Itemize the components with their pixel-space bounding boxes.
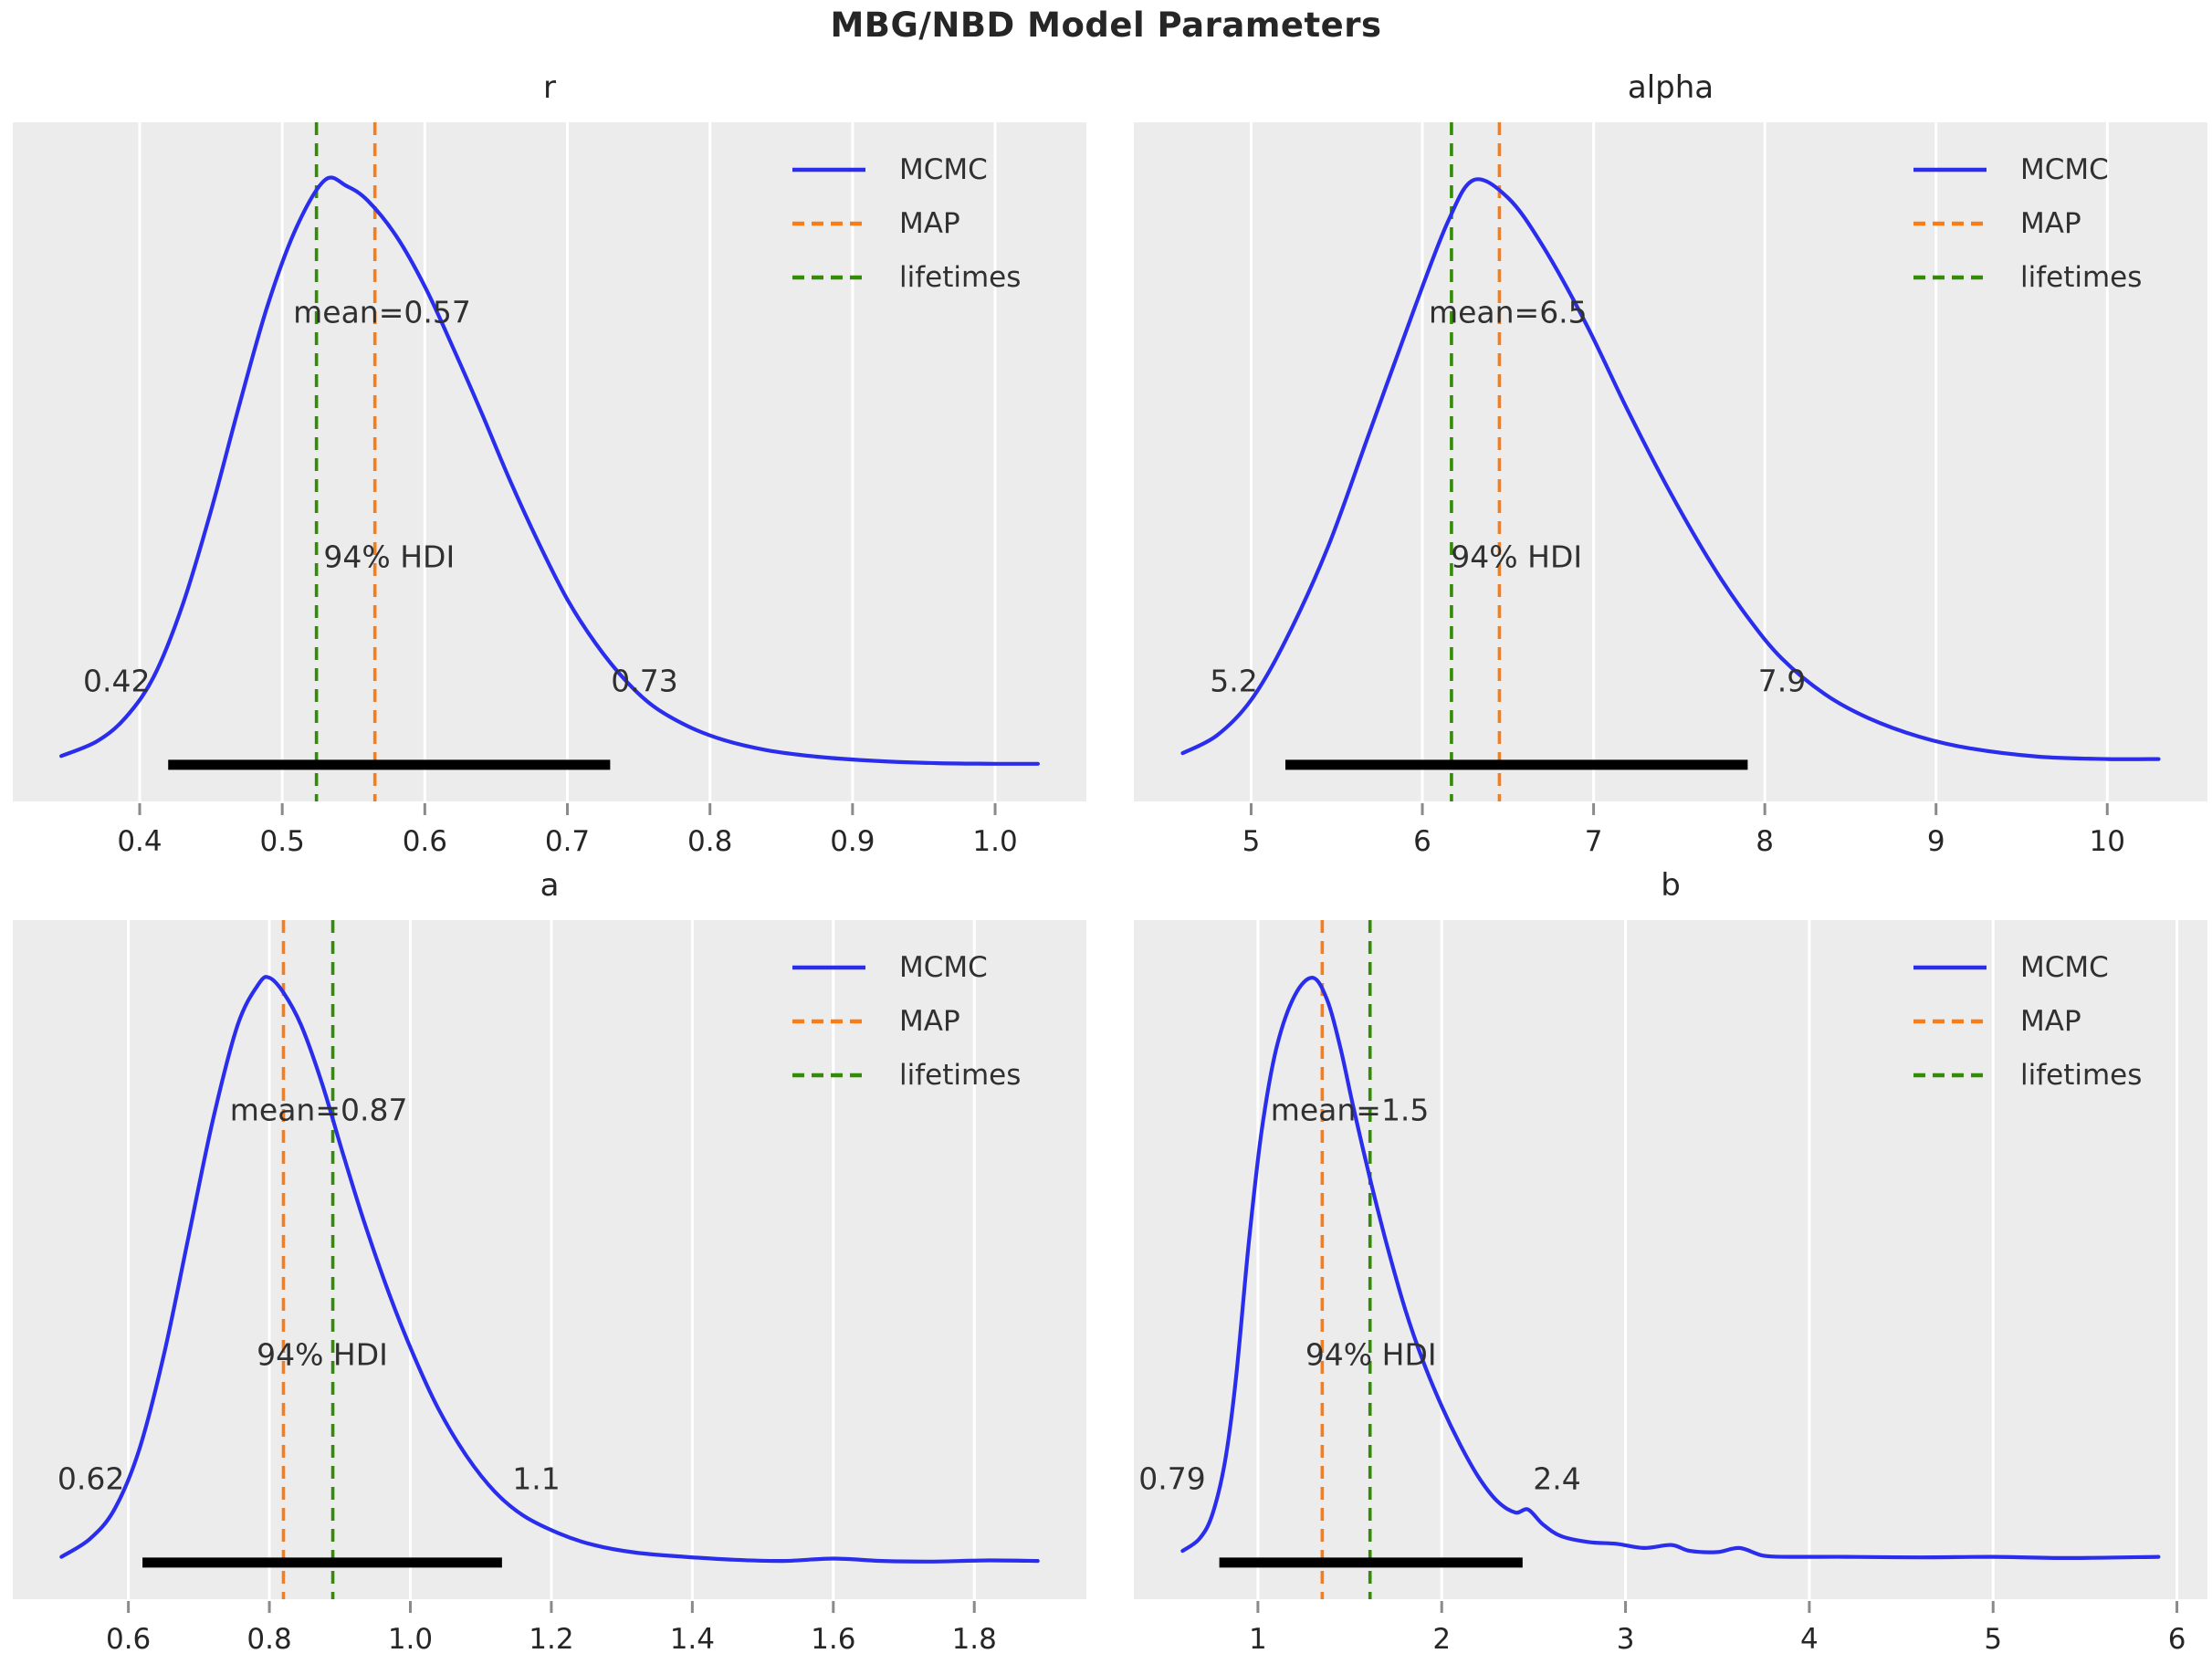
legend: MCMC MAP lifetimes: [792, 951, 1021, 1092]
x-tick-label: 1.0: [972, 825, 1017, 858]
legend-mcmc-label: MCMC: [2020, 951, 2109, 984]
legend-lifetimes-label: lifetimes: [2020, 1059, 2142, 1092]
x-tick-label: 0.4: [117, 825, 162, 858]
x-tick-label: 10: [2090, 825, 2125, 858]
x-tick-label: 0.6: [403, 825, 447, 858]
mean-annotation: mean=6.5: [1429, 294, 1588, 330]
legend-mcmc-label: MCMC: [899, 153, 988, 186]
x-tick-label: 9: [1927, 825, 1945, 858]
x-tick-label: 6: [1413, 825, 1431, 858]
x-tick-label: 4: [1800, 1623, 1819, 1656]
x-tick-label: 1.8: [952, 1623, 997, 1656]
legend-map-label: MAP: [899, 1005, 960, 1038]
mean-annotation: mean=0.87: [230, 1092, 408, 1127]
plot-area: [13, 920, 1086, 1599]
hdi-lower-value: 0.79: [1138, 1460, 1205, 1496]
x-tick-label: 0.8: [687, 825, 732, 858]
legend-map-label: MAP: [2020, 207, 2081, 240]
figure-title: MBG/NBD Model Parameters: [830, 5, 1382, 45]
x-tick-label: 5: [1984, 1623, 2002, 1656]
hdi-label: 94% HDI: [323, 539, 455, 574]
legend-lifetimes-label: lifetimes: [899, 1059, 1021, 1092]
kde-curve: [1180, 976, 2161, 1560]
hdi-label: 94% HDI: [1305, 1336, 1437, 1372]
legend-lifetimes-label: lifetimes: [899, 261, 1021, 294]
hdi-lower-value: 0.42: [83, 663, 150, 698]
subplot-r: 0.4 0.5 0.6 0.7 0.8 0.9 1.0 r mean=0.57 94% HDI 0.…: [13, 69, 1086, 858]
plot-area: [1134, 920, 2207, 1599]
legend-map-label: MAP: [899, 207, 960, 240]
x-tick-label: 0.6: [106, 1623, 151, 1656]
subplot-title: r: [543, 69, 556, 106]
subplot-a: 0.6 0.8 1.0 1.2 1.4 1.6 1.8 a mean=0.87 94% HDI 0.…: [13, 867, 1086, 1656]
legend-map-label: MAP: [2020, 1005, 2081, 1038]
hdi-label: 94% HDI: [257, 1336, 388, 1372]
subplot-title: alpha: [1628, 69, 1714, 106]
hdi-upper-value: 1.1: [512, 1460, 560, 1496]
subplot-title: b: [1661, 867, 1681, 904]
kde-curve: [59, 175, 1040, 766]
subplot-b: 1 2 3 4 5 6 b mean=1.5 94% HDI 0.79 2.4 MCMC MAP life…: [1134, 867, 2207, 1656]
x-tick-label: 6: [2168, 1623, 2186, 1656]
subplot-alpha: 5 6 7 8 9 10 alpha mean=6.5 94% HDI 5.2 7.9 MCMC MAP…: [1134, 69, 2207, 858]
plot-area: [13, 122, 1086, 801]
legend: MCMC MAP lifetimes: [1913, 951, 2142, 1092]
legend-mcmc-label: MCMC: [899, 951, 988, 984]
plot-area: [1134, 122, 2207, 801]
x-tick-label: 7: [1585, 825, 1603, 858]
mean-annotation: mean=0.57: [293, 294, 471, 330]
x-tick-label: 0.9: [830, 825, 875, 858]
x-tick-label: 1.2: [529, 1623, 573, 1656]
x-tick-label: 1: [1249, 1623, 1267, 1656]
subplot-title: a: [540, 867, 560, 904]
hdi-upper-value: 7.9: [1758, 663, 1806, 698]
x-tick-label: 1.0: [388, 1623, 433, 1656]
hdi-upper-value: 0.73: [611, 663, 677, 698]
x-tick-label: 0.5: [260, 825, 305, 858]
kde-curve: [1180, 177, 2161, 761]
mean-annotation: mean=1.5: [1271, 1092, 1430, 1127]
x-tick-label: 3: [1617, 1623, 1635, 1656]
legend-mcmc-label: MCMC: [2020, 153, 2109, 186]
legend: MCMC MAP lifetimes: [1913, 153, 2142, 294]
x-tick-label: 0.8: [246, 1623, 291, 1656]
x-tick-label: 1.4: [670, 1623, 715, 1656]
hdi-lower-value: 0.62: [58, 1460, 124, 1496]
legend-lifetimes-label: lifetimes: [2020, 261, 2142, 294]
hdi-label: 94% HDI: [1451, 539, 1582, 574]
kde-curve: [59, 975, 1040, 1564]
x-tick-label: 0.7: [545, 825, 590, 858]
legend: MCMC MAP lifetimes: [792, 153, 1021, 294]
x-tick-label: 5: [1242, 825, 1261, 858]
x-tick-label: 1.6: [811, 1623, 855, 1656]
hdi-upper-value: 2.4: [1533, 1460, 1580, 1496]
x-tick-label: 2: [1432, 1623, 1451, 1656]
hdi-lower-value: 5.2: [1210, 663, 1257, 698]
x-tick-label: 8: [1756, 825, 1774, 858]
